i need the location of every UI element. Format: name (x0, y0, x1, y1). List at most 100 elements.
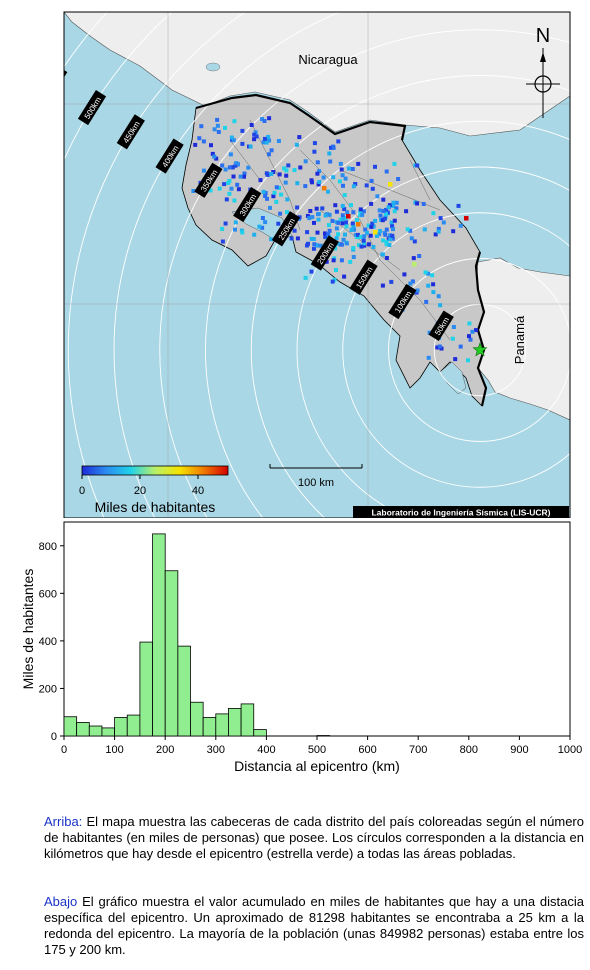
district-dot (411, 256, 416, 261)
district-dot (233, 163, 238, 168)
district-dot (230, 165, 235, 170)
district-dot (381, 209, 386, 213)
district-dot (384, 169, 389, 174)
district-dot (191, 189, 196, 193)
district-dot (272, 190, 277, 195)
district-dot (197, 136, 202, 141)
distance-ring (388, 258, 570, 442)
district-dot (295, 205, 300, 210)
district-dot (412, 239, 417, 244)
district-dot (431, 290, 436, 295)
district-dot (408, 281, 413, 286)
district-dot (436, 226, 441, 231)
district-dot (340, 203, 345, 208)
district-dot (267, 138, 272, 143)
district-dot (336, 232, 340, 237)
district-dot (294, 142, 299, 147)
district-dot (323, 234, 328, 239)
scale-bar: 100 km (269, 464, 363, 489)
district-dot (329, 145, 333, 150)
ring-label-box (194, 162, 223, 198)
district-dot (231, 138, 236, 143)
district-dot (437, 344, 442, 349)
district-dot (354, 218, 359, 223)
district-dot (320, 206, 325, 211)
district-dot (451, 229, 456, 234)
district-dot (390, 236, 395, 241)
district-dot (371, 245, 376, 249)
district-dot (396, 177, 401, 181)
district-dot (348, 259, 353, 264)
district-dot (388, 182, 393, 187)
district-dot (321, 175, 326, 180)
ring-label-box (233, 186, 262, 223)
district-dot (252, 232, 257, 237)
district-dot (333, 203, 338, 208)
district-dot (458, 344, 463, 349)
district-dot (363, 227, 368, 232)
district-dot (474, 328, 478, 333)
district-dot (312, 149, 317, 154)
y-tick-label: 600 (39, 588, 57, 600)
district-dot (426, 271, 431, 276)
district-dot (384, 208, 388, 213)
district-dot (389, 220, 394, 225)
district-dot (368, 233, 373, 238)
district-dot (391, 200, 396, 205)
district-dot (261, 189, 266, 194)
district-dot (412, 262, 417, 267)
district-dot (295, 236, 300, 241)
district-dot (311, 237, 316, 241)
district-dot (430, 273, 435, 278)
district-dot (240, 230, 245, 235)
district-dot (441, 220, 446, 225)
histogram-bar (88, 725, 103, 737)
district-dot (315, 160, 320, 165)
district-dot (349, 228, 354, 232)
district-dot (314, 243, 319, 248)
district-dot (370, 186, 375, 191)
district-dot (390, 224, 395, 229)
district-dot (298, 165, 303, 170)
caption-top-text: El mapa muestra las cabeceras de cada di… (44, 814, 584, 861)
distance-ring (159, 29, 570, 518)
distance-ring (250, 120, 570, 518)
district-dot (309, 178, 314, 183)
x-tick-label: 100 (105, 744, 123, 756)
district-dot (314, 206, 319, 211)
district-dot (409, 236, 414, 241)
district-dot (318, 243, 323, 248)
district-dot (260, 225, 265, 230)
district-dot (435, 345, 440, 350)
district-dot (337, 179, 342, 184)
district-dot (326, 189, 330, 194)
district-dot (240, 141, 245, 146)
district-dot (342, 207, 347, 211)
district-dot (210, 151, 215, 156)
country-label-nicaragua: Nicaragua (298, 52, 358, 67)
district-dot (360, 212, 365, 217)
district-dot (220, 239, 225, 244)
district-dot (202, 168, 206, 173)
district-dot (235, 182, 240, 187)
district-dot (233, 227, 237, 232)
district-dot (307, 216, 312, 221)
district-dot (310, 215, 315, 219)
district-dot (366, 242, 371, 247)
x-tick-label: 400 (257, 744, 275, 756)
district-dot (305, 230, 310, 235)
ring-label-box (388, 283, 417, 320)
district-dot (373, 230, 378, 235)
district-dot (392, 209, 397, 214)
district-dot (220, 163, 225, 168)
district-dot (422, 227, 427, 232)
scale-bar-label: 100 km (298, 477, 334, 489)
district-dot (330, 219, 335, 223)
district-dot (340, 217, 345, 222)
district-dot (242, 171, 247, 176)
district-dot (212, 127, 217, 132)
district-dot (227, 191, 232, 196)
district-dot (381, 238, 386, 243)
caption-top: Arriba: El mapa muestra las cabeceras de… (44, 814, 584, 862)
district-dot (208, 188, 213, 193)
